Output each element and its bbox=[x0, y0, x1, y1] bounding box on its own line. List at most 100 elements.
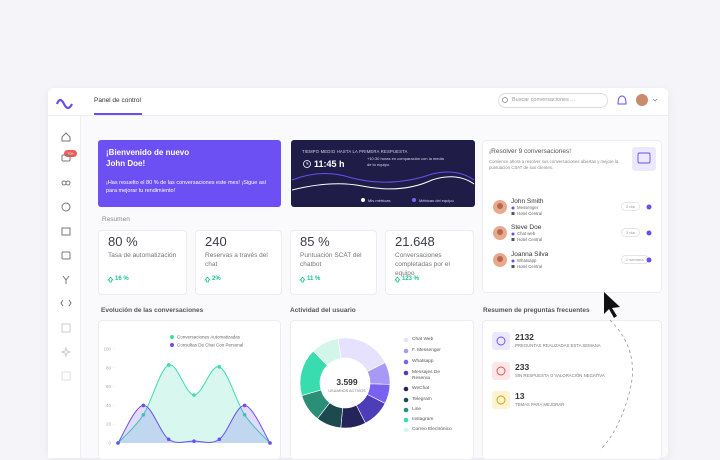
search-icon bbox=[502, 97, 508, 103]
channel-icon bbox=[511, 206, 515, 210]
legend-label: Telegram bbox=[412, 397, 432, 402]
contact-channel: Chat web bbox=[517, 231, 536, 236]
legend-dot bbox=[403, 386, 409, 392]
legend-label: WeChat bbox=[412, 386, 430, 391]
legend-label: Métricas del equipo bbox=[419, 198, 454, 203]
legend-dot bbox=[403, 407, 409, 413]
y-tick-label: 20 bbox=[106, 422, 112, 427]
kpi-card bbox=[385, 230, 474, 295]
faq-value: 233 bbox=[515, 362, 530, 372]
legend-dot bbox=[403, 348, 409, 354]
contact-channel: Messenger bbox=[517, 205, 539, 210]
chat-icon bbox=[637, 152, 651, 164]
legend-dot bbox=[403, 337, 409, 343]
dashed-path bbox=[599, 319, 633, 450]
section-title: Resumen de preguntas frecuentes bbox=[483, 307, 590, 314]
contact-face bbox=[497, 203, 503, 209]
legend-label: Correo Electrónico bbox=[412, 427, 452, 432]
kpi-label: Conversaciones completadas por el equipo bbox=[395, 252, 450, 277]
search-placeholder: Buscar conversaciones ... bbox=[512, 97, 575, 103]
contact-face bbox=[497, 256, 503, 262]
badge bbox=[64, 150, 77, 157]
data-point bbox=[116, 441, 120, 445]
legend-dot bbox=[170, 335, 174, 339]
legend-dot bbox=[170, 343, 174, 347]
data-point bbox=[166, 437, 171, 442]
chat-icon-box bbox=[632, 147, 656, 171]
sidebar-icons bbox=[60, 132, 72, 381]
contact-hotel: Hotel Central bbox=[517, 237, 543, 242]
overlay: 0 20 40 60 80 100 Conversaciones Automatizadas… bbox=[55, 94, 658, 450]
kpi-value: 21.648 bbox=[395, 234, 435, 249]
y-tick-label: 100 bbox=[103, 347, 111, 352]
contact-name: John Smith bbox=[511, 198, 544, 205]
evolution-card bbox=[98, 320, 281, 460]
data-point bbox=[192, 439, 196, 443]
team-curve bbox=[291, 171, 475, 183]
data-point bbox=[217, 437, 222, 442]
contact-hotel: Hotel Central bbox=[517, 211, 543, 216]
faq-icon bbox=[496, 395, 506, 405]
welcome-message: ¡Has resuelto el 80 % de las conversacio… bbox=[106, 180, 267, 194]
y-tick-label: 80 bbox=[106, 365, 112, 370]
legend-label: Line bbox=[412, 407, 422, 412]
kpi-card bbox=[98, 230, 187, 295]
donut-segment bbox=[312, 338, 342, 366]
sidebar bbox=[48, 116, 81, 458]
faq-icon bbox=[496, 336, 506, 346]
clock-icon bbox=[303, 160, 311, 168]
cursor bbox=[604, 292, 620, 318]
contact-name: Steve Doe bbox=[511, 224, 542, 231]
area-fill bbox=[118, 364, 270, 443]
menu-caret[interactable] bbox=[652, 98, 658, 102]
y-tick-label: 40 bbox=[106, 403, 112, 408]
faq-icon-box bbox=[492, 362, 510, 380]
faq-icon-box bbox=[492, 391, 510, 409]
legend-dot bbox=[361, 198, 365, 202]
data-point bbox=[141, 403, 146, 408]
kpi-value: 240 bbox=[205, 234, 227, 249]
data-point bbox=[242, 403, 247, 408]
up-arrow bbox=[107, 276, 114, 283]
page: Panel de control {"header":{"title":"Pan… bbox=[48, 93, 668, 460]
kpi-label: Reservas a través del chat bbox=[205, 252, 268, 268]
contact-hotel: Hotel Central bbox=[517, 264, 543, 269]
y-tick-label: 60 bbox=[106, 384, 112, 389]
kpi-card bbox=[290, 230, 377, 295]
legend-label: Mis métricas bbox=[368, 198, 391, 203]
welcome-name: John Doe! bbox=[106, 159, 146, 168]
up-arrow bbox=[204, 276, 211, 283]
data-point bbox=[141, 413, 146, 417]
contact-time: 2 día bbox=[621, 228, 640, 237]
body: Panel de control Buscar conversaciones .… bbox=[48, 93, 668, 460]
kpi-card bbox=[195, 230, 282, 295]
legend-label: Chat Web bbox=[412, 337, 434, 342]
section-title: Actividad del usuario bbox=[290, 307, 356, 314]
hotel-icon bbox=[511, 212, 515, 215]
contact-channel: Whatsapp bbox=[517, 258, 537, 263]
search-box[interactable] bbox=[498, 93, 608, 108]
kpi-change: 2% bbox=[212, 276, 221, 282]
page-tab[interactable]: Panel de control bbox=[94, 97, 141, 104]
legend-dot bbox=[403, 397, 409, 403]
data-point bbox=[268, 441, 272, 445]
data-point bbox=[192, 393, 196, 397]
contact-time: 2 día bbox=[621, 202, 640, 211]
contact-name: Joanna Silva bbox=[511, 251, 549, 258]
legend-dot bbox=[403, 359, 409, 365]
user-avatar[interactable] bbox=[636, 94, 648, 106]
legend-dot bbox=[403, 427, 409, 433]
data-point bbox=[217, 365, 222, 369]
bell-icon[interactable] bbox=[617, 95, 627, 105]
kpi-change: 11 % bbox=[307, 276, 321, 282]
faq-icon bbox=[496, 366, 506, 376]
data-point bbox=[242, 413, 247, 417]
pending-title: ¡Resolver 9 conversaciones! bbox=[489, 148, 572, 155]
kpi-change: 123 % bbox=[402, 276, 420, 282]
channel-icon bbox=[511, 232, 515, 236]
my-curve bbox=[291, 176, 475, 191]
up-arrow bbox=[394, 276, 401, 283]
unread-dot bbox=[646, 230, 652, 236]
faq-value: 2132 bbox=[515, 332, 534, 342]
unread-dot bbox=[646, 257, 652, 263]
